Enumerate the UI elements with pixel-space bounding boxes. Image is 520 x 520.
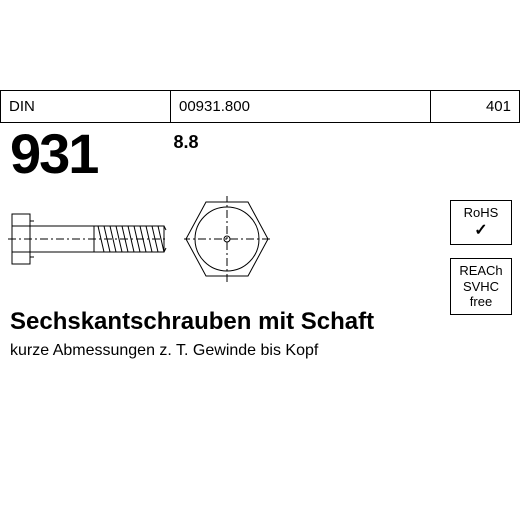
header-standard-type: DIN xyxy=(0,91,170,123)
content-area: DIN 00931.800 401 931 8.8 xyxy=(0,90,520,420)
header-code: 401 xyxy=(430,91,520,123)
product-subtitle: kurze Abmessungen z. T. Gewinde bis Kopf xyxy=(10,342,318,360)
reach-line1: REACh xyxy=(457,263,505,279)
standard-number: 931 xyxy=(10,126,97,182)
bolt-side-view-icon xyxy=(8,204,168,274)
product-card: DIN 00931.800 401 931 8.8 xyxy=(0,0,520,520)
reach-line3: free xyxy=(457,294,505,310)
check-icon: ✓ xyxy=(457,221,505,240)
header-table: DIN 00931.800 401 xyxy=(0,90,520,123)
property-class: 8.8 xyxy=(173,132,198,153)
reach-line2: SVHC xyxy=(457,279,505,295)
rohs-label: RoHS xyxy=(457,205,505,221)
illustration-area xyxy=(4,190,516,290)
product-title: Sechskantschrauben mit Schaft xyxy=(10,308,374,336)
rohs-badge: RoHS ✓ xyxy=(450,200,512,245)
reach-badge: REACh SVHC free xyxy=(450,258,512,315)
header-article-number: 00931.800 xyxy=(170,91,430,123)
hex-front-view-icon xyxy=(184,196,270,282)
standard-row: 931 8.8 xyxy=(0,122,520,182)
